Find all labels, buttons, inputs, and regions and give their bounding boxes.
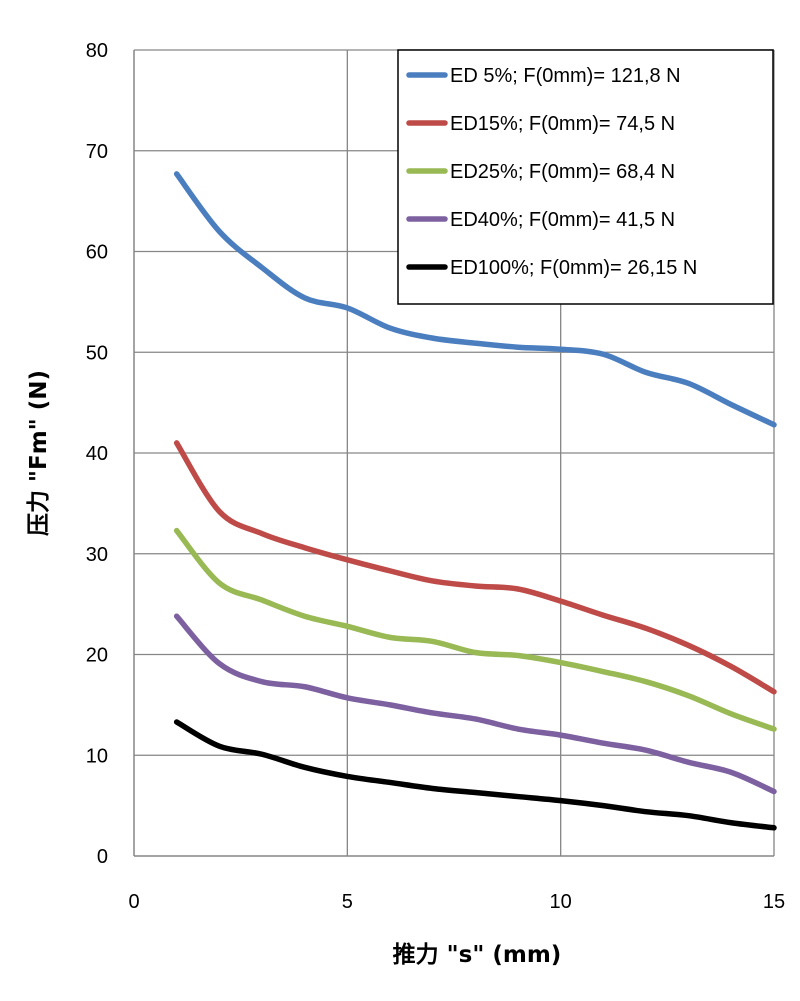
tick-labels: 0 10 20 30 40 50 60 70 80 0 5 10 15 [86,40,785,913]
y-tick-label: 40 [86,443,108,465]
legend-box [397,49,774,305]
legend-label: ED25%; F(0mm)= 68,4 N [450,161,675,183]
y-tick-label: 10 [86,745,108,767]
legend-label: ED100%; F(0mm)= 26,15 N [450,257,697,279]
series-line [173,527,777,732]
y-tick-label: 60 [86,242,108,264]
series-line [173,171,777,428]
x-tick-label: 0 [128,891,139,913]
x-tick-label: 10 [550,891,572,913]
y-tick-label: 70 [86,141,108,163]
legend: ED 5%; F(0mm)= 121,8 N ED15%; F(0mm)= 74,… [397,49,774,305]
y-tick-label: 20 [86,645,108,667]
y-axis-title: 压力 "Fm" (N) [26,370,52,536]
y-tick-label: 0 [97,846,108,868]
plot-area-frame [133,50,774,857]
legend-label: ED 5%; F(0mm)= 121,8 N [450,65,681,87]
series-line [173,719,777,831]
series-line [173,613,777,795]
y-tick-label: 30 [86,544,108,566]
x-tick-label: 15 [763,891,785,913]
y-tick-label: 50 [86,342,108,364]
x-axis-title: 推力 "s" (mm) [393,942,562,968]
legend-label: ED15%; F(0mm)= 74,5 N [450,113,675,135]
series-line [173,440,777,695]
x-tick-label: 5 [342,891,353,913]
legend-label: ED40%; F(0mm)= 41,5 N [450,209,675,231]
series-lines [173,171,777,831]
y-tick-label: 80 [86,40,108,62]
